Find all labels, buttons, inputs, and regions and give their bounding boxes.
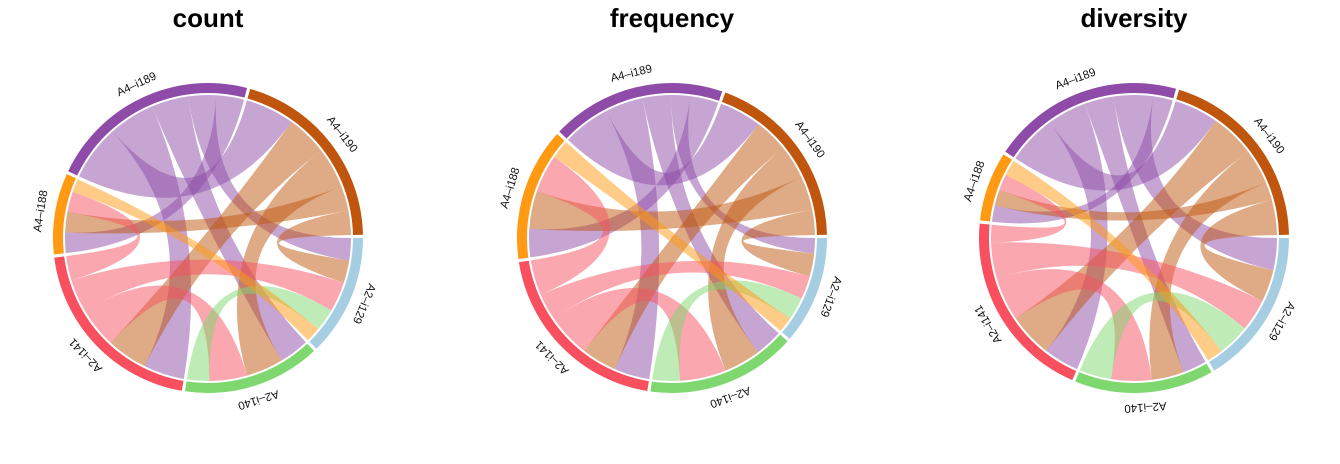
chord-link-9 xyxy=(996,269,1152,382)
chord-chart-frequency: frequencyA2–i129A2–i140A2–i141A4–i188A4–… xyxy=(499,3,844,410)
sector-arc-1 xyxy=(185,343,315,393)
sector-arc-5 xyxy=(247,88,363,235)
chord-link-0 xyxy=(78,100,292,198)
sector-arc-2 xyxy=(54,256,184,391)
sector-arc-0 xyxy=(1209,238,1289,371)
chord-link-7 xyxy=(65,186,349,234)
chord-link-2 xyxy=(152,96,306,361)
chord-link-8 xyxy=(277,210,351,283)
chord-links xyxy=(65,94,351,381)
chord-link-1 xyxy=(606,98,660,380)
chart-title: diversity xyxy=(1081,3,1188,33)
chord-link-6 xyxy=(236,150,342,376)
sector-label: A4–i188 xyxy=(499,166,523,210)
sector-arc-1 xyxy=(650,334,788,393)
sector-arc-3 xyxy=(980,154,1012,222)
chord-link-1 xyxy=(1046,103,1108,370)
chord-link-5 xyxy=(1015,120,1249,351)
sector-arc-2 xyxy=(978,223,1077,381)
chord-chart-count: countA2–i129A2–i140A2–i141A4–i188A4–i189… xyxy=(32,3,378,411)
sector-label: A4–i188 xyxy=(32,189,51,233)
chord-link-8 xyxy=(1200,199,1277,301)
sector-label: A4–i189 xyxy=(1054,67,1098,93)
chord-link-0 xyxy=(568,103,759,186)
chord-links xyxy=(528,95,815,381)
sector-arc-1 xyxy=(1075,363,1212,393)
chord-link-13 xyxy=(72,179,319,341)
sector-arc-5 xyxy=(721,92,827,235)
chord-link-0 xyxy=(1015,101,1216,191)
sector-label: A4–i189 xyxy=(610,63,654,85)
chord-link-10 xyxy=(991,242,1263,329)
chord-link-12 xyxy=(1079,291,1245,380)
sector-label: A2–i129 xyxy=(818,275,844,319)
chord-link-6 xyxy=(708,148,802,371)
chord-link-4 xyxy=(991,96,1173,224)
chord-link-11 xyxy=(991,175,1067,243)
chord-link-10 xyxy=(71,259,344,311)
chord-link-8 xyxy=(741,209,815,277)
chord-link-11 xyxy=(66,191,141,281)
chord-link-9 xyxy=(84,285,247,381)
chord-link-13 xyxy=(1005,160,1222,361)
sector-arc-0 xyxy=(782,238,827,339)
sector-arc-3 xyxy=(52,174,76,255)
sector-label: A4–i188 xyxy=(962,159,987,203)
sector-label: A2–i140 xyxy=(236,387,280,411)
sector-label: A2–i140 xyxy=(1124,399,1167,414)
chord-link-13 xyxy=(554,142,791,332)
chart-title: frequency xyxy=(610,3,735,33)
chord-link-12 xyxy=(652,280,802,381)
chord-link-12 xyxy=(186,285,332,381)
chord-link-3 xyxy=(671,95,815,254)
sector-arc-0 xyxy=(309,238,363,349)
sector-arc-5 xyxy=(1176,89,1289,235)
chord-chart-diversity: diversityA2–i129A2–i140A2–i141A4–i188A4–… xyxy=(962,3,1297,414)
chord-links xyxy=(991,95,1277,382)
chord-link-7 xyxy=(994,182,1272,221)
sector-arc-4 xyxy=(68,83,248,176)
chart-title: count xyxy=(173,3,244,33)
sector-arc-2 xyxy=(518,260,649,392)
sector-arc-3 xyxy=(517,133,565,260)
chord-link-3 xyxy=(1113,95,1277,271)
chord-link-10 xyxy=(540,260,810,319)
sector-arc-4 xyxy=(1005,82,1177,158)
chord-link-5 xyxy=(110,121,322,367)
chord-link-11 xyxy=(530,157,610,295)
sector-arc-4 xyxy=(559,83,723,139)
sector-label: A2–i140 xyxy=(708,384,752,410)
